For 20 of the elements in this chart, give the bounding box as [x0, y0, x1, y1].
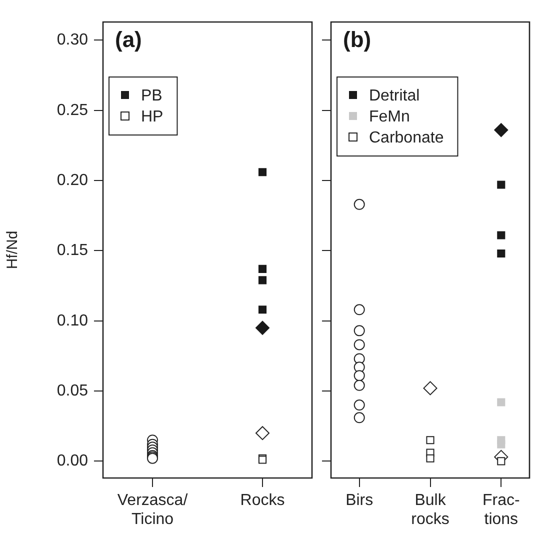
chart-title: (a) — [115, 27, 142, 52]
legend-label: FeMn — [369, 108, 410, 126]
y-axis-title: Hf/Nd — [4, 230, 22, 270]
legend-label: PB — [141, 87, 162, 104]
y-tick-label: 0.00 — [56, 452, 88, 470]
legend-label: HP — [141, 108, 164, 126]
x-tick-label: Bulk rocks — [411, 492, 450, 528]
chart-title: (b) — [343, 27, 372, 52]
y-tick-label: 0.15 — [56, 242, 88, 260]
y-tick-label: 0.30 — [56, 32, 88, 49]
x-tick-label: Frac- tions — [482, 492, 520, 528]
y-tick-label: 0.20 — [56, 172, 88, 189]
y-tick-label: 0.05 — [56, 382, 88, 400]
x-tick-label: Rocks — [240, 492, 285, 510]
x-tick-label: Birs — [346, 492, 374, 510]
legend-label: Carbonate — [369, 129, 444, 146]
y-tick-label: 0.10 — [56, 312, 88, 330]
legend-label: Detrital — [369, 87, 420, 104]
y-tick-label: 0.25 — [56, 102, 88, 119]
x-tick-label: Verzasca/ Ticino — [117, 492, 188, 528]
